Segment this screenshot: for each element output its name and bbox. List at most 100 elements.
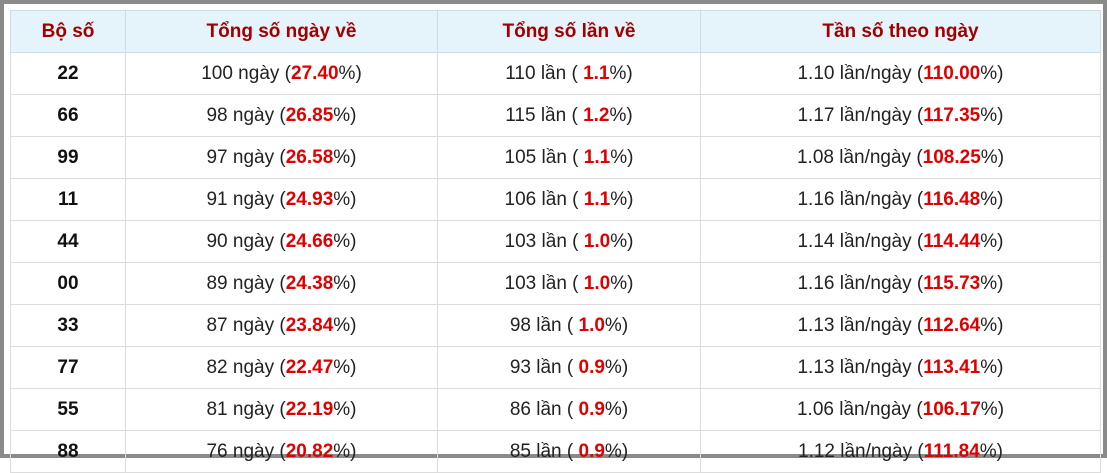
highlight-value: 108.25 bbox=[922, 146, 981, 168]
cell-text: %) bbox=[604, 356, 629, 378]
highlight-value: 110.00 bbox=[923, 62, 981, 84]
stat-cell: 1.16 lần/ngày (116.48%) bbox=[700, 178, 1101, 221]
cell-text: 103 lần ( bbox=[504, 272, 584, 294]
cell-text: 100 ngày ( bbox=[201, 62, 291, 84]
table-row: 00 89 ngày (24.38%) 103 lần ( 1.0%) 1.16 lầ… bbox=[10, 262, 1101, 305]
cell-text: %) bbox=[604, 314, 629, 336]
cell-text: 98 lần ( bbox=[509, 314, 579, 336]
cell-text: %) bbox=[980, 398, 1005, 420]
stat-cell: 1.16 lần/ngày (115.73%) bbox=[700, 262, 1101, 305]
highlight-value: 22.19 bbox=[285, 398, 334, 420]
table-row: 22 100 ngày (27.40%) 110 lần ( 1.1%) 1.10 l… bbox=[10, 52, 1101, 95]
cell-text: 110 lần ( bbox=[505, 62, 584, 84]
header-cell: Tổng số lần về bbox=[437, 10, 701, 53]
cell-text: 87 ngày ( bbox=[206, 314, 286, 336]
highlight-value: 0.9 bbox=[578, 398, 605, 420]
highlight-value: 22.47 bbox=[285, 356, 334, 378]
cell-text: 90 ngày ( bbox=[206, 230, 286, 252]
stat-cell: 1.13 lần/ngày (113.41%) bbox=[700, 346, 1101, 389]
cell-text: 105 lần ( bbox=[504, 146, 584, 168]
stats-table: Bộ số Tổng số ngày về Tổng số lần về Tần số… bbox=[10, 10, 1101, 473]
cell-text: %) bbox=[980, 62, 1004, 84]
cell-text: 106 lần ( bbox=[504, 188, 584, 210]
cell-text: %) bbox=[333, 398, 357, 420]
highlight-value: 24.38 bbox=[285, 272, 334, 294]
stat-cell: 90 ngày (24.66%) bbox=[125, 220, 438, 263]
cell-text: %) bbox=[333, 272, 357, 294]
cell-text: 1.17 lần/ngày ( bbox=[797, 104, 924, 126]
cell-text: 1.16 lần/ngày ( bbox=[797, 272, 924, 294]
highlight-value: 115.73 bbox=[923, 272, 981, 294]
number-cell: 00 bbox=[10, 262, 126, 305]
highlight-value: 106.17 bbox=[922, 398, 981, 420]
number-cell: 66 bbox=[10, 94, 126, 137]
cell-text: %) bbox=[980, 272, 1004, 294]
stat-cell: 76 ngày (20.82%) bbox=[125, 430, 438, 473]
highlight-value: 114.44 bbox=[923, 230, 981, 252]
stat-cell: 91 ngày (24.93%) bbox=[125, 178, 438, 221]
number-cell: 99 bbox=[10, 136, 126, 179]
number-cell: 22 bbox=[10, 52, 126, 95]
number-cell: 88 bbox=[10, 430, 126, 473]
cell-text: 86 lần ( bbox=[509, 398, 579, 420]
stat-cell: 82 ngày (22.47%) bbox=[125, 346, 438, 389]
table-row: 44 90 ngày (24.66%) 103 lần ( 1.0%) 1.14 lầ… bbox=[10, 220, 1101, 263]
cell-text: 1.06 lần/ngày ( bbox=[796, 398, 923, 420]
cell-text: %) bbox=[610, 272, 634, 294]
table-row: 66 98 ngày (26.85%) 115 lần ( 1.2%) 1.17 lầ… bbox=[10, 94, 1101, 137]
cell-text: 1.08 lần/ngày ( bbox=[796, 146, 923, 168]
stat-cell: 93 lần ( 0.9%) bbox=[437, 346, 701, 389]
cell-text: 103 lần ( bbox=[504, 230, 584, 252]
cell-text: %) bbox=[333, 440, 357, 462]
cell-text: %) bbox=[610, 188, 634, 210]
cell-text: %) bbox=[333, 314, 357, 336]
highlight-value: 1.1 bbox=[583, 188, 611, 210]
header-cell: Bộ số bbox=[10, 10, 126, 53]
cell-text: 89 ngày ( bbox=[206, 272, 286, 294]
stat-cell: 1.14 lần/ngày (114.44%) bbox=[700, 220, 1101, 263]
cell-text: %) bbox=[604, 398, 629, 420]
highlight-value: 116.48 bbox=[923, 188, 981, 210]
highlight-value: 113.41 bbox=[923, 356, 981, 378]
stat-cell: 81 ngày (22.19%) bbox=[125, 388, 438, 431]
cell-text: 97 ngày ( bbox=[206, 146, 286, 168]
cell-text: 1.10 lần/ngày ( bbox=[797, 62, 924, 84]
stat-cell: 89 ngày (24.38%) bbox=[125, 262, 438, 305]
cell-text: 81 ngày ( bbox=[206, 398, 286, 420]
number-cell: 11 bbox=[10, 178, 126, 221]
stat-cell: 1.13 lần/ngày (112.64%) bbox=[700, 304, 1101, 347]
stat-cell: 1.08 lần/ngày (108.25%) bbox=[700, 136, 1101, 179]
highlight-value: 0.9 bbox=[578, 440, 605, 462]
cell-text: %) bbox=[980, 188, 1004, 210]
stat-cell: 1.17 lần/ngày (117.35%) bbox=[700, 94, 1101, 137]
cell-text: %) bbox=[610, 230, 634, 252]
cell-text: 1.16 lần/ngày ( bbox=[797, 188, 924, 210]
cell-text: 85 lần ( bbox=[509, 440, 579, 462]
stat-cell: 98 lần ( 1.0%) bbox=[437, 304, 701, 347]
table-row: 33 87 ngày (23.84%) 98 lần ( 1.0%) 1.13 lần… bbox=[10, 304, 1101, 347]
stat-cell: 103 lần ( 1.0%) bbox=[437, 262, 701, 305]
table-row: 55 81 ngày (22.19%) 86 lần ( 0.9%) 1.06 lần… bbox=[10, 388, 1101, 431]
number-cell: 44 bbox=[10, 220, 126, 263]
cell-text: 82 ngày ( bbox=[206, 356, 286, 378]
highlight-value: 1.1 bbox=[583, 62, 610, 84]
cell-text: %) bbox=[980, 104, 1004, 126]
highlight-value: 1.0 bbox=[578, 314, 605, 336]
highlight-value: 1.2 bbox=[583, 104, 610, 126]
cell-text: %) bbox=[333, 146, 357, 168]
cell-text: %) bbox=[338, 62, 362, 84]
highlight-value: 24.93 bbox=[285, 188, 334, 210]
highlight-value: 112.64 bbox=[923, 314, 981, 336]
highlight-value: 111.84 bbox=[923, 440, 980, 462]
cell-text: 115 lần ( bbox=[505, 104, 584, 126]
cell-text: 91 ngày ( bbox=[206, 188, 286, 210]
cell-text: %) bbox=[333, 104, 357, 126]
cell-text: %) bbox=[333, 188, 357, 210]
highlight-value: 1.0 bbox=[583, 230, 611, 252]
header-cell: Tổng số ngày về bbox=[125, 10, 438, 53]
cell-text: %) bbox=[980, 146, 1005, 168]
cell-text: %) bbox=[604, 440, 629, 462]
table-row: 88 76 ngày (20.82%) 85 lần ( 0.9%) 1.12 lần… bbox=[10, 430, 1101, 473]
cell-text: 1.13 lần/ngày ( bbox=[797, 314, 924, 336]
